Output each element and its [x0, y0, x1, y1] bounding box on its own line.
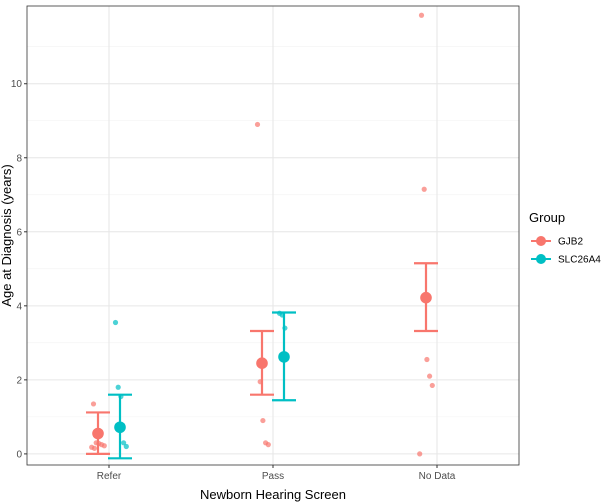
data-point	[417, 451, 423, 457]
data-point	[101, 443, 107, 449]
grid	[27, 6, 519, 465]
mean-point	[278, 351, 290, 363]
data-point	[265, 442, 271, 448]
legend: Group GJB2 SLC26A4	[529, 210, 601, 266]
legend-title: Group	[529, 210, 565, 225]
y-tick-label: 8	[16, 153, 22, 164]
legend-key-point	[536, 254, 546, 264]
data-point	[427, 373, 433, 379]
legend-label: SLC26A4	[558, 255, 601, 266]
y-axis-title: Age at Diagnosis (years)	[0, 164, 14, 306]
data-point	[260, 417, 266, 424]
data-point	[90, 401, 97, 407]
x-tick-label: Pass	[262, 471, 284, 482]
data-point	[115, 384, 121, 390]
legend-label: GJB2	[558, 237, 583, 248]
data-point	[254, 121, 261, 128]
y-tick-label: 10	[11, 79, 23, 90]
mean-point	[256, 357, 268, 370]
data-point	[112, 319, 119, 326]
plot-marks	[86, 12, 438, 460]
data-point	[121, 440, 127, 446]
y-tick-label: 4	[16, 301, 22, 312]
data-point	[421, 186, 427, 192]
y-tick-label: 0	[16, 449, 22, 460]
legend-key-point	[536, 236, 546, 246]
x-axis-title: Newborn Hearing Screen	[200, 487, 346, 502]
x-tick-label: No Data	[419, 471, 456, 482]
mean-point	[114, 421, 126, 434]
data-point	[418, 12, 425, 18]
data-point	[424, 356, 430, 363]
y-tick-label: 6	[16, 227, 22, 238]
mean-point	[420, 291, 432, 304]
x-axis: Refer Pass No Data	[97, 465, 456, 482]
y-tick-label: 2	[16, 375, 22, 386]
data-point	[123, 443, 129, 450]
mean-point	[92, 427, 104, 440]
x-tick-label: Refer	[97, 471, 122, 482]
y-axis: 0 2 4 6 8 10	[11, 79, 27, 460]
data-point	[429, 382, 435, 389]
data-point	[91, 445, 97, 451]
